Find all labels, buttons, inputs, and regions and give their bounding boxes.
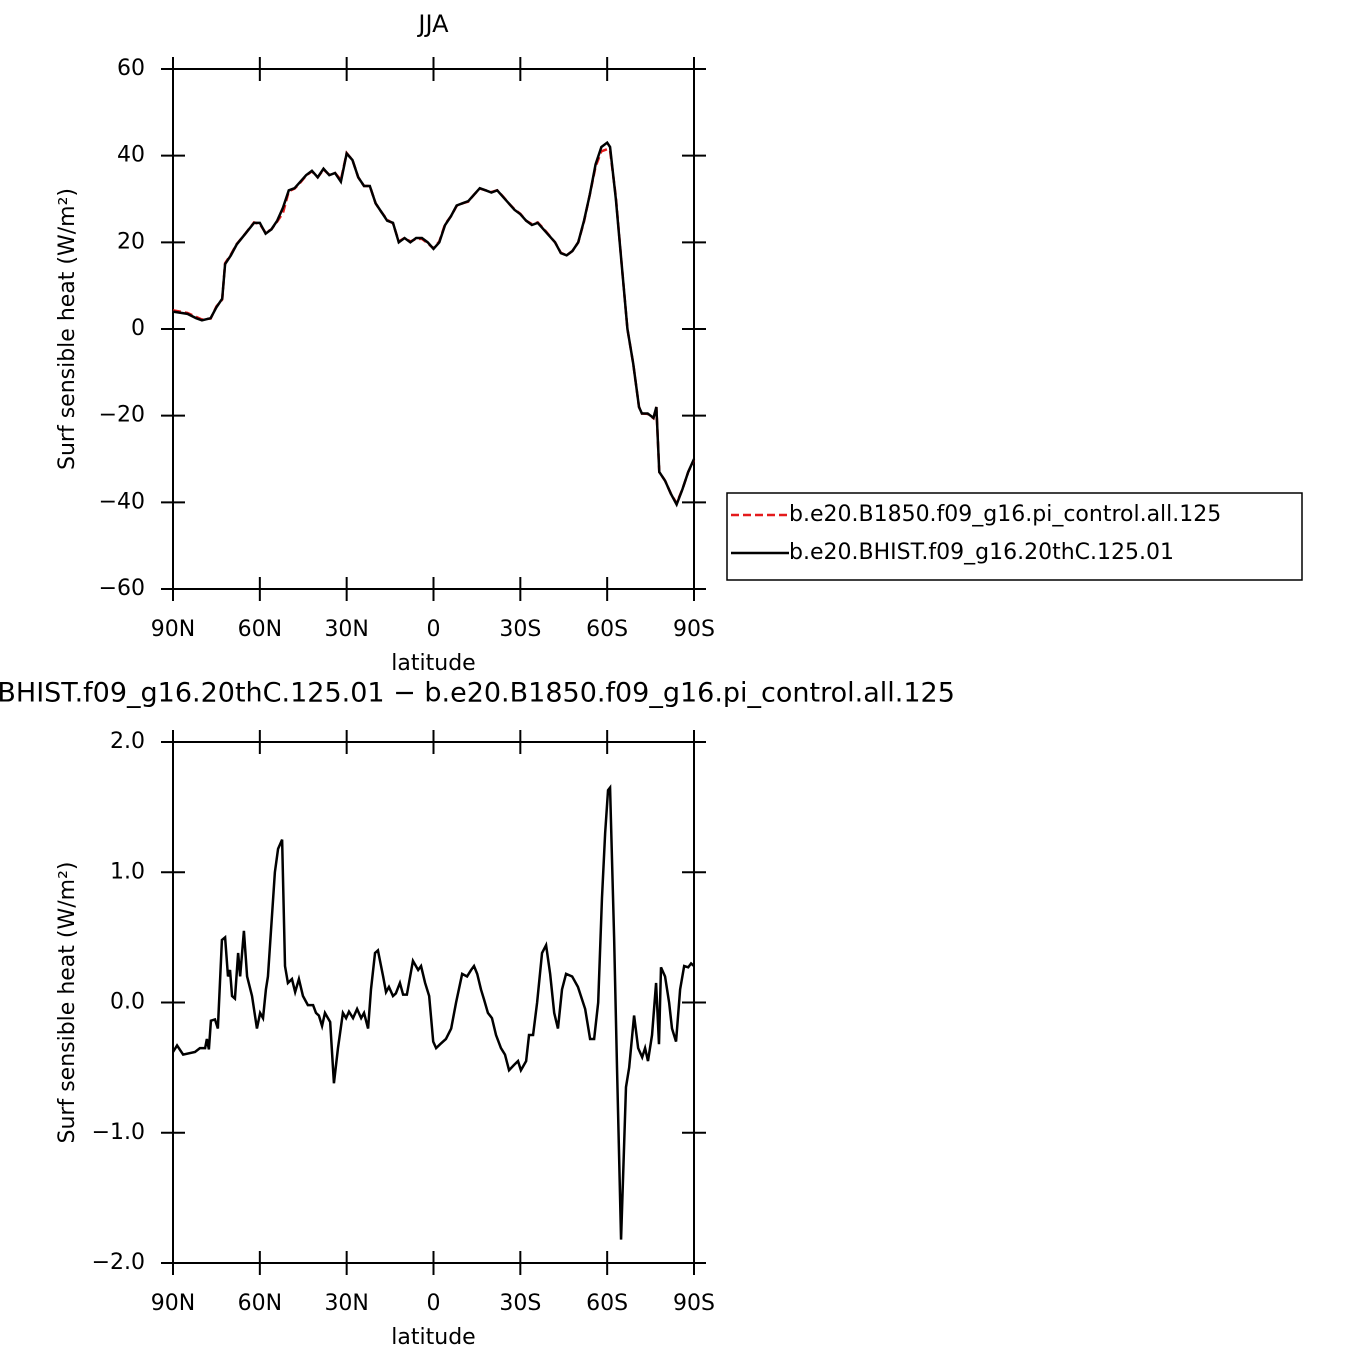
x-axis-label: latitude [391, 1325, 475, 1350]
x-tick-label: 60S [586, 1291, 628, 1316]
y-tick-label: 0.0 [110, 990, 145, 1015]
y-tick-label: −60 [99, 576, 145, 601]
y-tick-label: 2.0 [110, 729, 145, 754]
data-line [172, 140, 696, 508]
plot-frame [172, 68, 695, 590]
legend-label: b.e20.BHIST.f09_g16.20thC.125.01 [789, 540, 1174, 565]
chart-title: b.e20.BHIST.f09_g16.20thC.125.01 − b.e20… [0, 678, 955, 709]
y-tick-label: −40 [99, 489, 145, 514]
y-tick-label: −20 [99, 403, 145, 428]
y-tick-label: 20 [117, 229, 145, 254]
y-tick-label: −2.0 [92, 1250, 145, 1275]
y-tick-label: 40 [117, 143, 145, 168]
y-tick-label: 60 [117, 56, 145, 81]
x-tick-label: 60N [238, 617, 282, 642]
x-tick-label: 60N [238, 1291, 282, 1316]
legend-label: b.e20.B1850.f09_g16.pi_control.all.125 [789, 502, 1221, 527]
y-tick-label: 1.0 [110, 859, 145, 884]
y-tick-label: 0 [131, 316, 145, 341]
x-tick-label: 30N [324, 617, 368, 642]
x-tick-label: 60S [586, 617, 628, 642]
x-axis-label: latitude [391, 651, 475, 676]
x-tick-label: 30S [499, 617, 541, 642]
x-tick-label: 90N [151, 1291, 195, 1316]
plot-frame [172, 741, 695, 1264]
data-line [171, 784, 695, 1240]
legend-box [726, 492, 1303, 581]
y-tick-label: −1.0 [92, 1120, 145, 1145]
x-tick-label: 90N [151, 617, 195, 642]
x-tick-label: 90S [673, 1291, 715, 1316]
x-tick-label: 30S [499, 1291, 541, 1316]
x-tick-label: 0 [427, 1291, 441, 1316]
chart-title: JJA [416, 10, 449, 38]
y-axis-label: Surf sensible heat (W/m²) [55, 188, 80, 470]
x-tick-label: 30N [324, 1291, 368, 1316]
x-tick-label: 90S [673, 617, 715, 642]
x-tick-label: 0 [427, 617, 441, 642]
y-axis-label: Surf sensible heat (W/m²) [55, 862, 80, 1144]
